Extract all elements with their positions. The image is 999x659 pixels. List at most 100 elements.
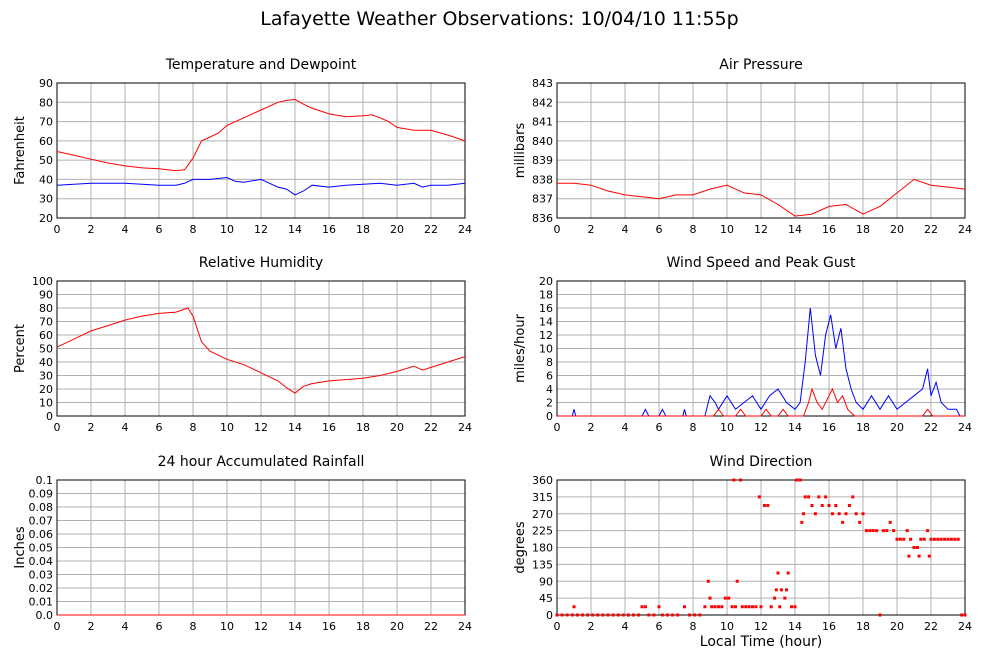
x-tick-label: 4 bbox=[622, 620, 629, 633]
series-line-1 bbox=[557, 307, 965, 417]
x-tick-label: 18 bbox=[856, 620, 870, 633]
y-tick-label: 50 bbox=[39, 154, 53, 167]
x-tick-label: 10 bbox=[220, 223, 234, 236]
y-tick-label: 837 bbox=[532, 193, 553, 206]
x-tick-label: 14 bbox=[788, 223, 802, 236]
scatter-point bbox=[834, 504, 838, 507]
scatter-point bbox=[905, 529, 909, 533]
plot-frame bbox=[556, 82, 966, 219]
scatter-point bbox=[732, 478, 736, 482]
y-tick-label: 80 bbox=[39, 302, 53, 315]
y-tick-label: 50 bbox=[39, 343, 53, 356]
shared-x-axis-label: Local Time (hour) bbox=[699, 634, 823, 650]
scatter-point bbox=[762, 504, 766, 507]
x-tick-label: 20 bbox=[390, 421, 404, 434]
x-tick-label: 10 bbox=[720, 421, 734, 434]
scatter-point bbox=[739, 478, 743, 482]
scatter-point bbox=[847, 504, 851, 507]
x-tick-label: 16 bbox=[822, 620, 836, 633]
x-tick-label: 18 bbox=[356, 620, 370, 633]
x-tick-label: 4 bbox=[622, 223, 629, 236]
scatter-point bbox=[774, 588, 778, 592]
x-tick-label: 10 bbox=[720, 620, 734, 633]
y-tick-label: 45 bbox=[539, 592, 553, 605]
y-tick-label: 70 bbox=[39, 116, 53, 129]
y-tick-label: 839 bbox=[532, 154, 553, 167]
scatter-point bbox=[735, 579, 739, 583]
scatter-point bbox=[943, 537, 947, 541]
scatter-point bbox=[693, 613, 697, 617]
y-tick-label: 40 bbox=[39, 356, 53, 369]
y-tick-label: 20 bbox=[539, 275, 553, 288]
scatter-point bbox=[575, 613, 579, 617]
x-tick-label: 2 bbox=[88, 223, 95, 236]
y-tick-label: 100 bbox=[32, 275, 53, 288]
x-tick-label: 6 bbox=[156, 620, 163, 633]
x-tick-label: 16 bbox=[322, 620, 336, 633]
x-tick-label: 2 bbox=[88, 421, 95, 434]
x-tick-label: 4 bbox=[122, 620, 129, 633]
scatter-point bbox=[596, 613, 600, 617]
y-tick-label: 70 bbox=[39, 316, 53, 329]
scatter-point bbox=[710, 605, 714, 609]
scatter-point bbox=[810, 504, 814, 507]
y-tick-label: 40 bbox=[39, 173, 53, 186]
y-tick-label: 0.05 bbox=[29, 542, 54, 555]
scatter-point bbox=[727, 596, 731, 600]
x-tick-label: 16 bbox=[322, 223, 336, 236]
chart-title: 24 hour Accumulated Rainfall bbox=[158, 454, 365, 470]
scatter-point bbox=[854, 512, 858, 516]
x-tick-label: 14 bbox=[788, 421, 802, 434]
scatter-point bbox=[917, 554, 921, 558]
scatter-point bbox=[830, 512, 834, 516]
y-tick-label: 135 bbox=[532, 558, 553, 571]
scatter-point bbox=[751, 605, 754, 609]
series-line-2 bbox=[557, 387, 965, 417]
scatter-point bbox=[881, 529, 885, 533]
x-tick-label: 24 bbox=[458, 620, 472, 633]
x-tick-label: 8 bbox=[190, 223, 197, 236]
x-tick-label: 10 bbox=[220, 421, 234, 434]
y-tick-label: 0.08 bbox=[29, 501, 54, 514]
y-tick-label: 0.0 bbox=[36, 609, 54, 622]
series-line-1 bbox=[56, 98, 466, 172]
y-tick-label: 842 bbox=[532, 96, 553, 109]
scatter-point bbox=[929, 537, 933, 541]
y-axis-label: miles/hour bbox=[513, 313, 528, 382]
scatter-point bbox=[861, 512, 865, 516]
scatter-point bbox=[565, 613, 569, 617]
x-tick-label: 20 bbox=[390, 620, 404, 633]
series-line-1 bbox=[557, 178, 966, 217]
scatter-point bbox=[586, 613, 590, 617]
x-tick-label: 2 bbox=[588, 421, 595, 434]
x-tick-label: 12 bbox=[754, 421, 768, 434]
x-tick-label: 0 bbox=[54, 620, 61, 633]
x-tick-label: 18 bbox=[856, 223, 870, 236]
scatter-point bbox=[713, 605, 717, 609]
y-tick-label: 16 bbox=[539, 302, 553, 315]
x-tick-label: 18 bbox=[356, 421, 370, 434]
x-tick-label: 24 bbox=[958, 620, 972, 633]
x-tick-label: 18 bbox=[856, 421, 870, 434]
scatter-point bbox=[757, 495, 761, 499]
y-tick-label: 0.03 bbox=[29, 569, 54, 582]
scatter-point bbox=[827, 504, 831, 507]
scatter-point bbox=[747, 605, 751, 609]
y-tick-label: 8 bbox=[546, 356, 553, 369]
x-tick-label: 0 bbox=[54, 223, 61, 236]
x-tick-label: 14 bbox=[288, 223, 302, 236]
scatter-point bbox=[868, 529, 872, 533]
x-tick-label: 12 bbox=[754, 223, 768, 236]
y-tick-label: 2 bbox=[546, 397, 553, 410]
y-tick-label: 840 bbox=[532, 135, 553, 148]
page-title: Lafayette Weather Observations: 10/04/10… bbox=[260, 8, 739, 30]
chart-title: Air Pressure bbox=[719, 57, 802, 73]
scatter-point bbox=[773, 596, 777, 600]
y-tick-label: 60 bbox=[39, 135, 53, 148]
scatter-point bbox=[864, 529, 868, 533]
scatter-point bbox=[844, 512, 848, 516]
scatter-point bbox=[740, 605, 744, 609]
